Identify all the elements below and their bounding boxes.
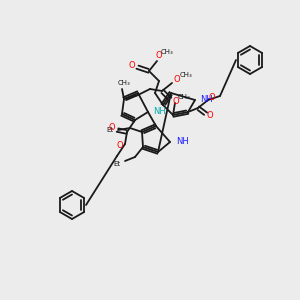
Text: NH: NH: [200, 95, 213, 104]
Text: NH: NH: [153, 107, 166, 116]
Text: CH₃: CH₃: [178, 94, 191, 100]
Text: Et: Et: [113, 161, 121, 167]
Text: CH₃: CH₃: [160, 49, 173, 55]
Text: NH: NH: [176, 137, 189, 146]
Text: O: O: [156, 52, 162, 61]
Text: O: O: [207, 112, 213, 121]
Text: O: O: [209, 94, 215, 103]
Text: CH₃: CH₃: [118, 80, 130, 86]
Text: CH₃: CH₃: [180, 72, 192, 78]
Text: Et: Et: [106, 127, 114, 133]
Text: O: O: [174, 74, 180, 83]
Text: O: O: [117, 142, 123, 151]
Text: O: O: [173, 98, 179, 106]
Text: O: O: [129, 61, 135, 70]
Text: O: O: [109, 124, 115, 133]
